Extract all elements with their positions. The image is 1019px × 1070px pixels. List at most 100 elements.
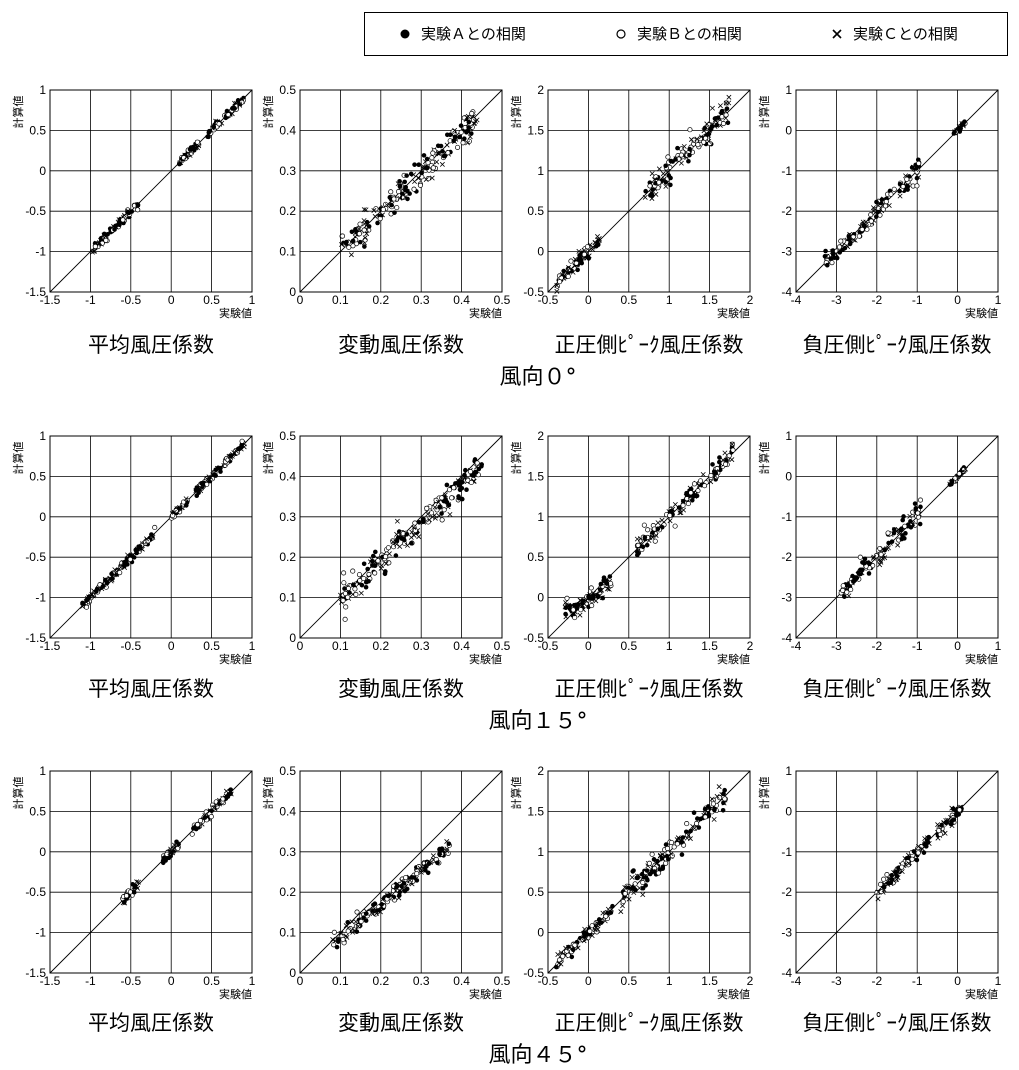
point-series-c	[356, 226, 362, 232]
point-series-c	[913, 166, 919, 172]
scatter-plot: -0.5 0 0.5 1 1.5 2-0.500.511.52実験値計算値正圧側ﾋﾟｰｸ風…	[509, 429, 754, 701]
x-tick-label: -3	[831, 639, 842, 653]
scatter-plot: -1.5 -1 -0.5 0 0.5 1-1.5-1-0.500.51実験値計算値平均風圧…	[11, 83, 256, 357]
point-series-c	[714, 793, 720, 799]
point-series-c	[895, 527, 901, 533]
point-series-a	[416, 520, 422, 525]
point-series-b	[377, 216, 383, 222]
legend-item-a: 実験Ａとの相関	[399, 23, 526, 44]
point-series-b	[197, 818, 203, 824]
point-series-c	[698, 134, 704, 140]
point-series-c	[362, 235, 368, 241]
point-series-c	[581, 247, 587, 253]
point-series-a	[879, 197, 885, 202]
point-series-b	[857, 554, 863, 560]
point-series-c	[434, 159, 440, 165]
point-series-b	[358, 918, 364, 925]
point-series-c	[418, 867, 424, 873]
point-series-c	[609, 906, 615, 912]
point-series-c	[467, 134, 473, 140]
x-tick-label: 0.5	[620, 974, 637, 988]
point-series-a	[717, 455, 722, 460]
point-series-c	[722, 450, 728, 456]
point-series-b	[357, 221, 363, 227]
diagonal-line	[299, 770, 503, 974]
x-tick-label: 0.5	[203, 974, 220, 988]
point-series-b	[622, 891, 628, 897]
x-tick-label: -1	[912, 639, 923, 653]
point-series-c	[369, 556, 375, 562]
x-tick-label: 0	[585, 293, 592, 307]
point-series-a	[373, 549, 378, 555]
point-series-c	[339, 242, 345, 248]
point-series-b	[603, 913, 609, 919]
y-tick-label: -3	[781, 591, 792, 605]
x-tick-label: -2	[871, 974, 882, 988]
point-series-c	[445, 502, 451, 508]
x-tick-label: 0.2	[372, 974, 389, 988]
point-series-c	[716, 784, 722, 790]
x-tick-label: 0	[585, 974, 592, 988]
point-series-b	[719, 114, 725, 120]
point-series-c	[237, 102, 243, 108]
point-series-a	[900, 533, 905, 538]
point-series-a	[589, 596, 595, 601]
point-series-b	[707, 140, 713, 146]
point-series-c	[618, 909, 624, 915]
point-series-c	[394, 881, 400, 887]
x-tick-label: 1	[666, 639, 673, 653]
point-series-c	[178, 160, 184, 166]
point-series-b	[445, 850, 451, 856]
point-series-a	[702, 806, 708, 812]
point-series-b	[181, 155, 187, 161]
point-series-b	[883, 199, 889, 205]
y-tick-label: 0.5	[527, 204, 544, 218]
point-series-b	[565, 273, 571, 280]
point-series-b	[888, 191, 894, 197]
point-series-c	[390, 539, 396, 545]
point-series-b	[394, 205, 400, 211]
point-series-b	[434, 507, 440, 513]
x-tick-label: -0.5	[120, 293, 141, 307]
point-series-c	[397, 544, 403, 550]
point-series-c	[134, 879, 140, 885]
point-series-c	[343, 933, 349, 939]
point-series-a	[913, 506, 919, 511]
point-series-a	[607, 574, 613, 579]
point-series-a	[113, 223, 119, 229]
point-series-c	[726, 94, 732, 100]
point-series-b	[641, 522, 647, 528]
point-series-c	[570, 269, 576, 275]
point-series-b	[904, 176, 910, 182]
point-series-b	[425, 519, 431, 525]
point-series-a	[553, 964, 559, 970]
point-series-c	[581, 938, 587, 944]
x-tick-label: -1.5	[40, 639, 61, 653]
point-series-c	[358, 590, 364, 596]
x-tick-label: -1	[912, 293, 923, 307]
x-tick-label: 1	[249, 293, 256, 307]
point-series-a	[235, 446, 241, 452]
point-series-b	[717, 795, 723, 801]
point-series-b	[702, 814, 708, 820]
scatter-points	[838, 465, 968, 599]
point-series-a	[206, 134, 211, 140]
diagonal-line	[49, 89, 253, 293]
point-series-a	[444, 482, 450, 488]
y-tick-label: 0.5	[527, 885, 544, 899]
point-series-a	[402, 888, 408, 894]
point-series-b	[194, 139, 200, 145]
y-tick-label: 0.5	[279, 83, 296, 97]
scatter-points	[822, 119, 968, 268]
point-series-a	[135, 202, 141, 208]
point-series-c	[234, 448, 240, 454]
point-series-c	[361, 207, 367, 213]
point-series-c	[183, 496, 189, 502]
point-series-a	[640, 885, 646, 891]
y-tick-label: 1	[785, 429, 792, 443]
point-series-c	[711, 816, 717, 822]
point-series-a	[894, 873, 900, 879]
y-tick-label: -4	[781, 631, 792, 645]
point-series-a	[706, 131, 712, 137]
